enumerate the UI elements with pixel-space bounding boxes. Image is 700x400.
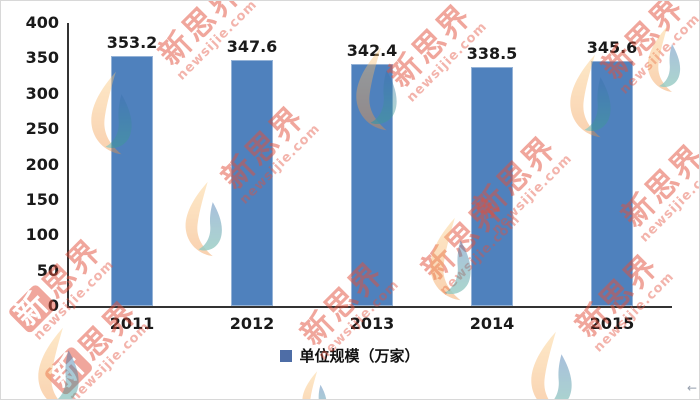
y-tick-label: 350 (25, 48, 59, 68)
y-tick-label: 0 (47, 296, 59, 315)
bar-value-label: 342.4 (346, 40, 398, 60)
bar (231, 60, 273, 306)
x-tick-label: 2013 (349, 314, 395, 333)
bar (111, 56, 153, 306)
y-tick-label: 250 (25, 119, 59, 139)
y-tick-label: 200 (25, 154, 59, 174)
x-tick-label: 2012 (229, 314, 275, 333)
bar (591, 61, 633, 306)
y-tick-label: 100 (25, 225, 59, 245)
cursor-arrow-artifact: ← (687, 381, 698, 395)
bar-value-label: 345.6 (586, 38, 638, 58)
bar (351, 63, 393, 306)
y-tick-label: 400 (25, 13, 59, 32)
legend-label: 单位规模（万家） (299, 347, 420, 365)
y-tick-label: 150 (25, 189, 59, 209)
x-tick-label: 2011 (109, 314, 155, 333)
y-axis-line (67, 23, 69, 308)
y-tick-label: 50 (36, 260, 59, 280)
x-tick-label: 2014 (469, 314, 515, 333)
bar-value-label: 353.2 (106, 33, 158, 53)
bar-value-label: 347.6 (226, 37, 278, 57)
legend: 单位规模（万家） (1, 345, 699, 366)
bar (471, 66, 513, 306)
x-axis-line (67, 306, 672, 308)
bar-value-label: 338.5 (466, 43, 518, 63)
legend-marker (280, 349, 293, 362)
x-tick-label: 2015 (589, 314, 635, 333)
y-tick-label: 300 (25, 83, 59, 103)
